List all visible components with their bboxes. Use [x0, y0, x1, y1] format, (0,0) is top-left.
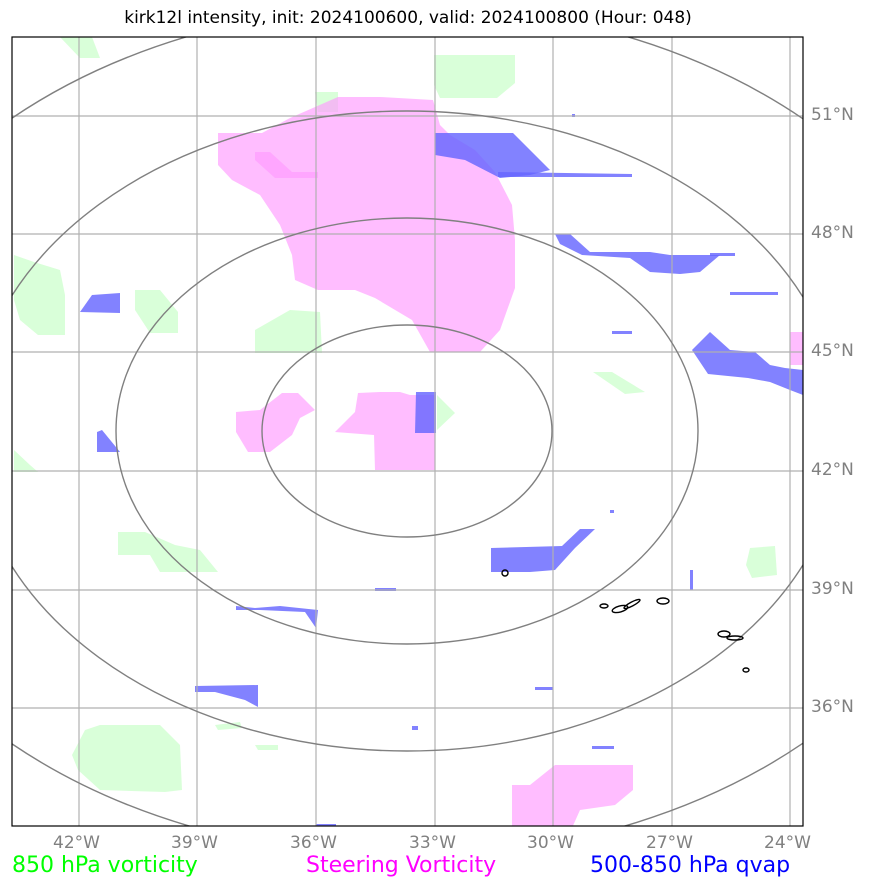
plot-frame [11, 36, 804, 827]
legend-850-vorticity: 850 hPa vorticity [12, 853, 198, 878]
legend-qvap: 500-850 hPa qvap [590, 853, 791, 878]
lon-label-30w: 30°W [527, 833, 574, 853]
lat-label-36n: 36°N [811, 697, 854, 717]
range-rings [12, 37, 803, 826]
legend-steering-vorticity: Steering Vorticity [306, 853, 497, 878]
lat-lon-gridlines [12, 37, 803, 826]
lon-label-42w: 42°W [53, 833, 100, 853]
lat-label-39n: 39°N [811, 579, 854, 599]
steering-vorticity-layer [218, 97, 803, 826]
lat-label-48n: 48°N [811, 223, 854, 243]
lon-label-39w: 39°W [171, 833, 218, 853]
intensity-contours [501, 569, 750, 673]
lon-label-36w: 36°W [290, 833, 337, 853]
lat-label-42n: 42°N [811, 460, 854, 480]
lon-label-24w: 24°W [764, 833, 811, 853]
chart-title: kirk12l intensity, init: 2024100600, val… [124, 8, 692, 28]
lon-label-27w: 27°W [646, 833, 693, 853]
qvap-layer [80, 114, 803, 826]
lat-label-51n: 51°N [811, 105, 854, 125]
lon-label-33w: 33°W [409, 833, 456, 853]
lat-label-45n: 45°N [811, 341, 854, 361]
